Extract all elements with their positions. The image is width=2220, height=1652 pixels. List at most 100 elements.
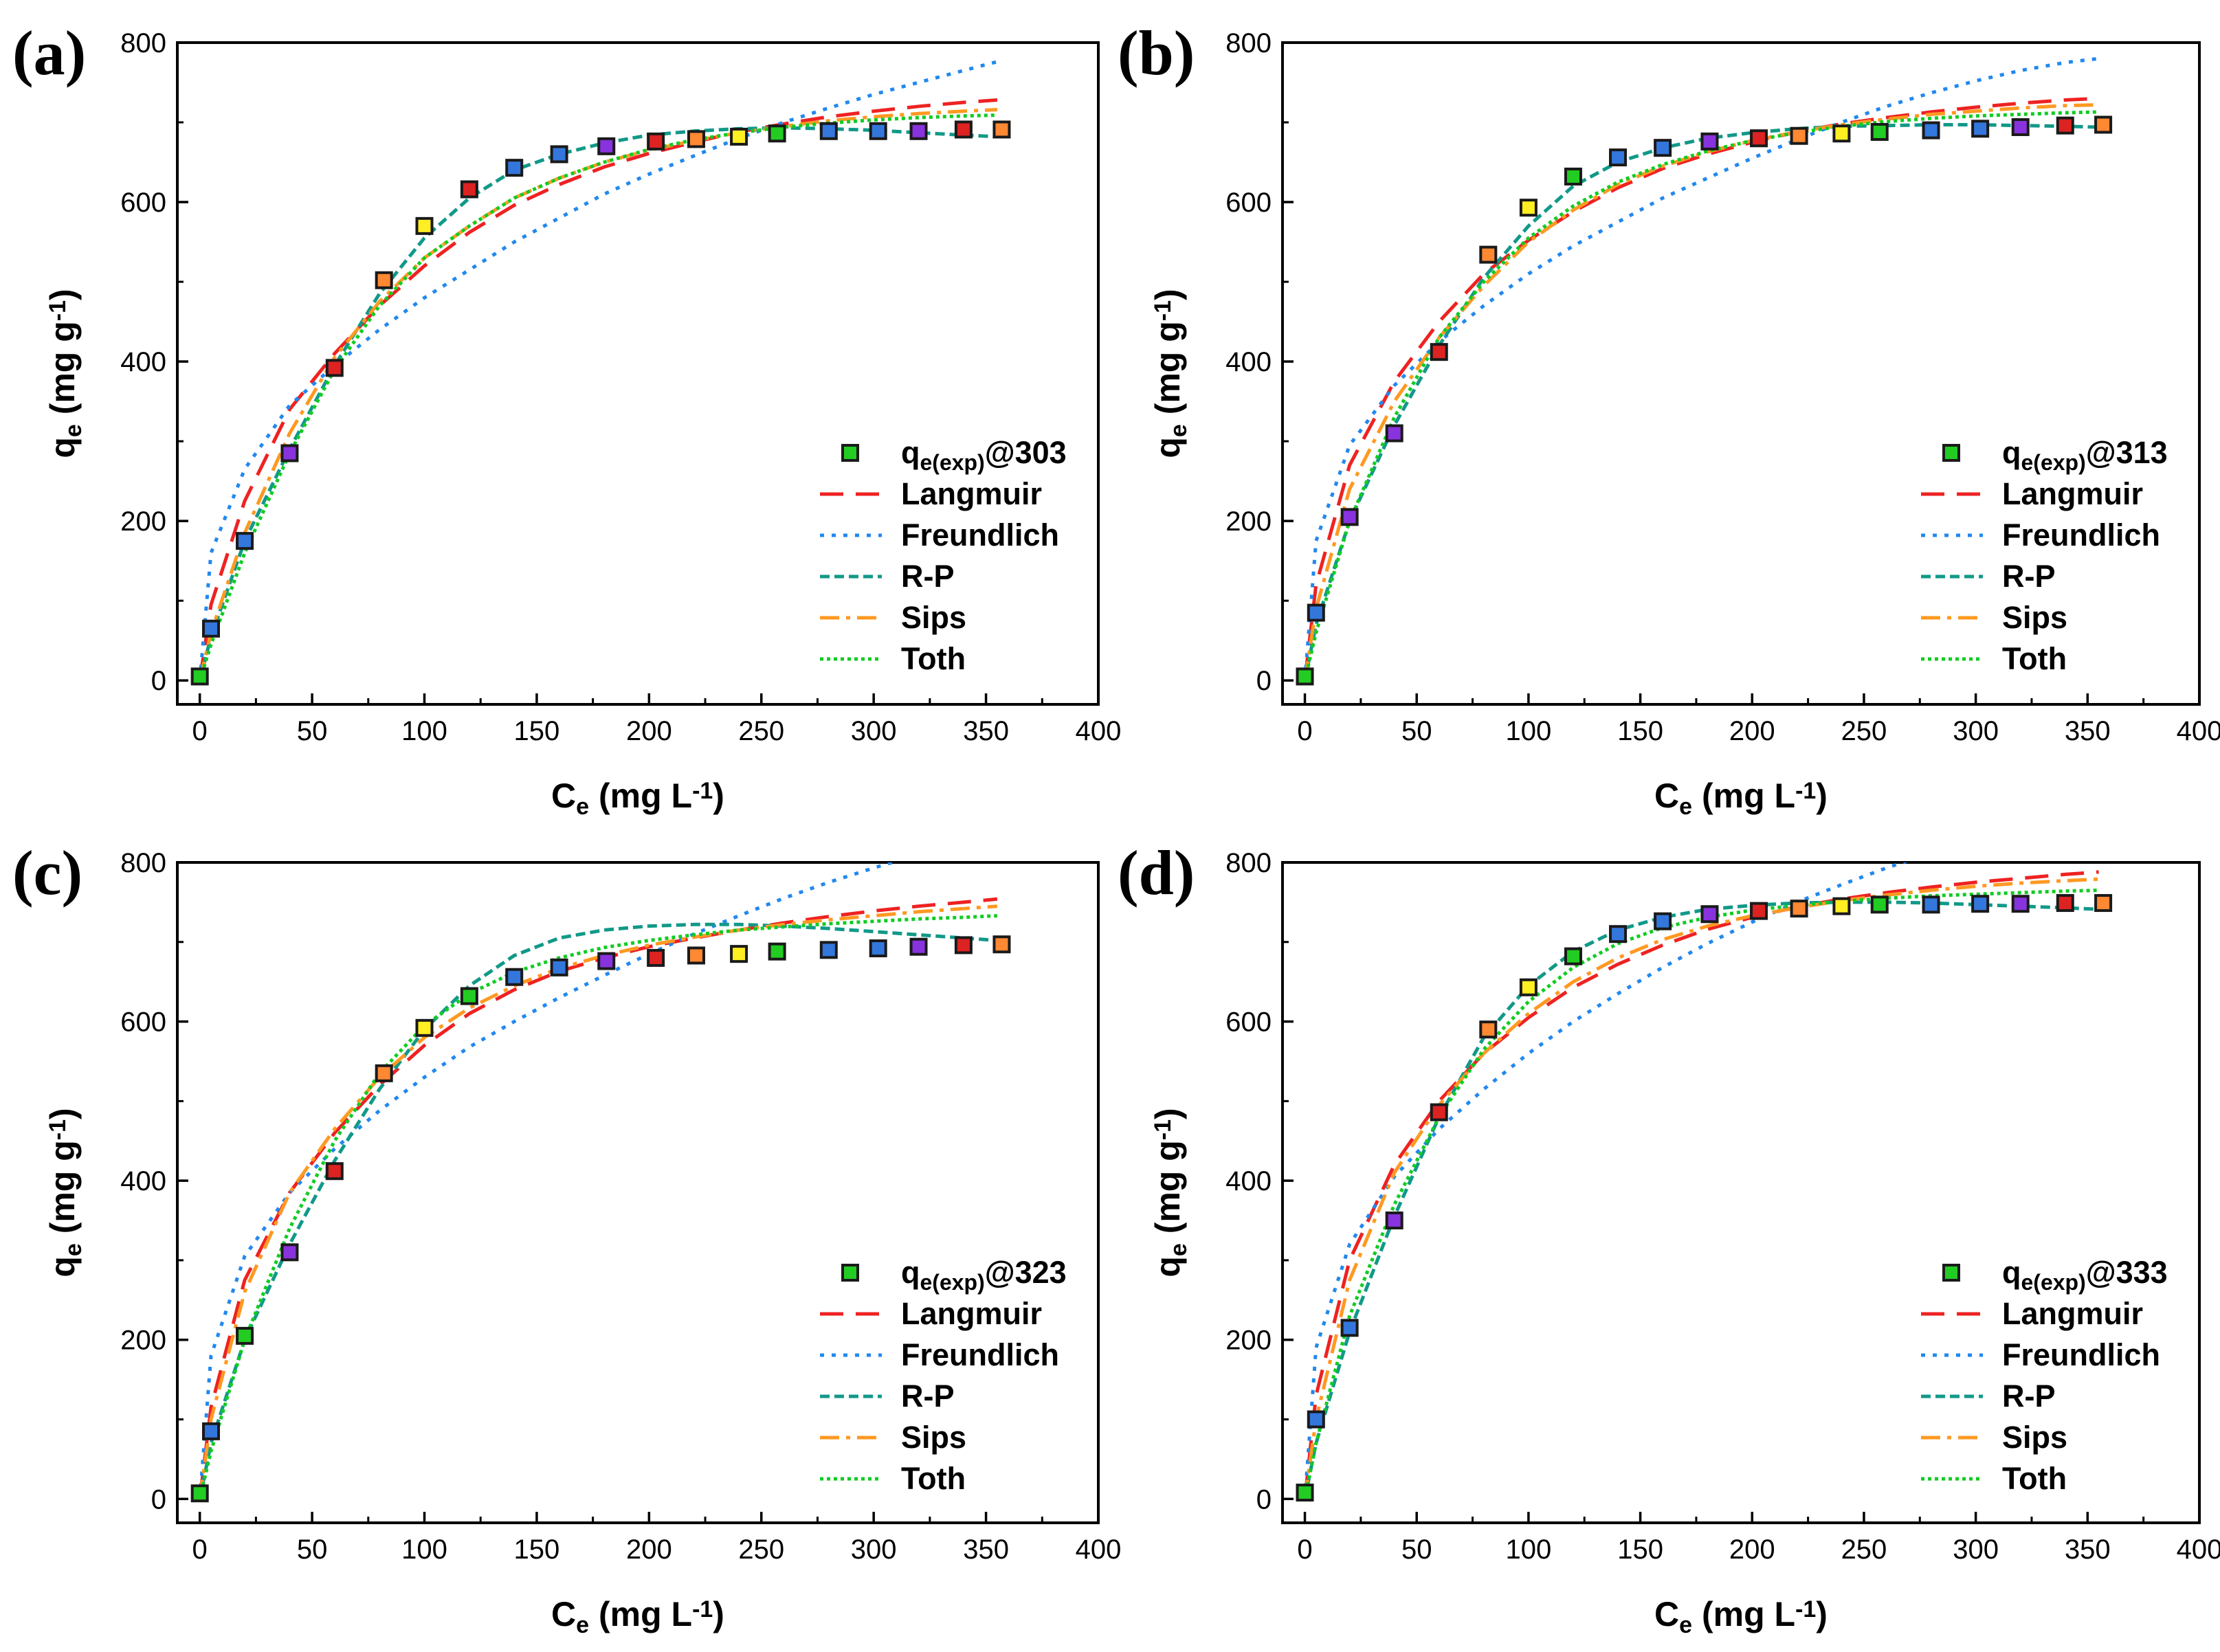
- y-axis-title: qe (mg g-1): [43, 1108, 87, 1277]
- data-point: [1479, 245, 1498, 264]
- data-point: [460, 180, 478, 199]
- x-tick-label: 50: [297, 716, 328, 746]
- plot-frame: [1281, 861, 2201, 1524]
- y-tick-label: 400: [120, 1166, 166, 1196]
- data-point: [1430, 343, 1448, 361]
- panel-label: (b): [1118, 18, 1195, 88]
- data-point: [1296, 667, 1314, 686]
- panel-label: (c): [12, 838, 82, 908]
- fit-line-freundlich: [198, 862, 898, 1499]
- legend-label-langmuir: Langmuir: [2002, 476, 2143, 511]
- x-tick-label: 0: [1297, 716, 1312, 746]
- data-point: [1870, 895, 1889, 914]
- chart-panel-c: 0 50 100 150 200 250 300 350 400 0 200 400 600 800 Ce …: [12, 838, 1122, 1638]
- legend-marker-exp: [1942, 444, 1960, 462]
- data-point: [190, 667, 209, 686]
- data-point: [819, 941, 838, 959]
- y-tick-label: 400: [1225, 347, 1272, 377]
- data-point: [1832, 897, 1851, 915]
- fit-line-langmuir: [1303, 870, 2099, 1499]
- fit-line-freundlich: [1303, 862, 1909, 1499]
- legend-label-toth: Toth: [2002, 1461, 2067, 1496]
- panel-label: (d): [1118, 838, 1195, 908]
- fit-curves: [1303, 56, 2099, 681]
- x-tick-label: 0: [192, 1534, 208, 1565]
- data-point: [1564, 167, 1582, 186]
- y-axis-title: qe (mg g-1): [1148, 1108, 1192, 1277]
- chart-panel-a: 0 50 100 150 200 250 300 350 400 0 200 400 600 800 Ce …: [12, 18, 1121, 820]
- data-point: [1609, 925, 1628, 944]
- data-point: [1832, 124, 1851, 143]
- x-tick-label: 300: [851, 1534, 897, 1565]
- data-point: [1922, 121, 1940, 139]
- x-tick-label: 400: [2177, 1534, 2220, 1565]
- data-point: [375, 1064, 393, 1082]
- data-point: [1340, 1319, 1359, 1337]
- legend-label-rp: R-P: [901, 1378, 955, 1414]
- data-point: [1971, 895, 1990, 913]
- y-tick-label: 200: [1225, 506, 1272, 537]
- legend-label-exp: qe(exp)@323: [901, 1255, 1067, 1295]
- plot-frame: [176, 41, 1100, 706]
- x-tick-label: 300: [851, 716, 897, 746]
- data-point: [1654, 912, 1672, 930]
- y-tick-label: 0: [151, 1484, 166, 1515]
- data-point: [236, 1326, 254, 1345]
- data-point: [1750, 902, 1768, 920]
- legend-label-langmuir: Langmuir: [901, 1296, 1042, 1331]
- legend-marker-exp: [1942, 1264, 1960, 1282]
- legend-marker-exp: [841, 1264, 859, 1282]
- data-point: [415, 1018, 434, 1037]
- x-tick-label: 0: [1297, 1534, 1312, 1565]
- y-tick-label: 800: [1225, 28, 1272, 58]
- data-point: [730, 945, 748, 963]
- y-tick-label: 200: [120, 506, 166, 537]
- fit-line-sips: [1303, 103, 2099, 681]
- x-tick-label: 50: [297, 1534, 328, 1565]
- y-tick-label: 200: [1225, 1326, 1272, 1356]
- x-axis-title: Ce (mg L-1): [551, 1595, 724, 1638]
- data-point: [869, 122, 887, 140]
- data-point: [2094, 115, 2113, 134]
- x-tick-label: 200: [1729, 1534, 1775, 1565]
- plot-frame: [176, 861, 1100, 1524]
- data-point: [768, 124, 786, 143]
- data-point: [1519, 978, 1538, 996]
- x-tick-label: 300: [1953, 1534, 1999, 1565]
- y-tick-label: 400: [120, 347, 166, 377]
- data-point: [280, 1243, 299, 1262]
- data-point: [325, 359, 344, 377]
- panel-label: (a): [12, 18, 86, 88]
- fit-line-langmuir: [198, 897, 998, 1499]
- data-point: [909, 937, 928, 956]
- data-point: [1922, 895, 1940, 914]
- x-tick-label: 250: [1841, 1534, 1887, 1565]
- data-point: [550, 145, 568, 164]
- data-point: [460, 987, 478, 1005]
- fit-line-freundlich: [1303, 56, 2099, 681]
- data-point: [1385, 424, 1403, 443]
- x-tick-label: 100: [401, 716, 447, 746]
- data-point: [2056, 894, 2074, 913]
- y-tick-label: 600: [120, 188, 166, 218]
- data-point: [375, 271, 393, 289]
- x-tick-label: 400: [1076, 1534, 1122, 1565]
- data-point: [1609, 148, 1628, 167]
- y-axis-title: qe (mg g-1): [1148, 289, 1192, 458]
- legend-label-toth: Toth: [2002, 641, 2067, 676]
- y-tick-label: 600: [120, 1007, 166, 1038]
- data-point: [325, 1162, 344, 1181]
- data-point: [1700, 905, 1719, 924]
- x-tick-label: 0: [192, 716, 208, 746]
- y-tick-label: 800: [120, 848, 166, 878]
- y-tick-label: 200: [120, 1326, 166, 1356]
- x-tick-label: 150: [514, 716, 560, 746]
- data-point: [1654, 139, 1672, 157]
- legend-label-freundlich: Freundlich: [901, 517, 1059, 552]
- y-tick-label: 600: [1225, 188, 1272, 218]
